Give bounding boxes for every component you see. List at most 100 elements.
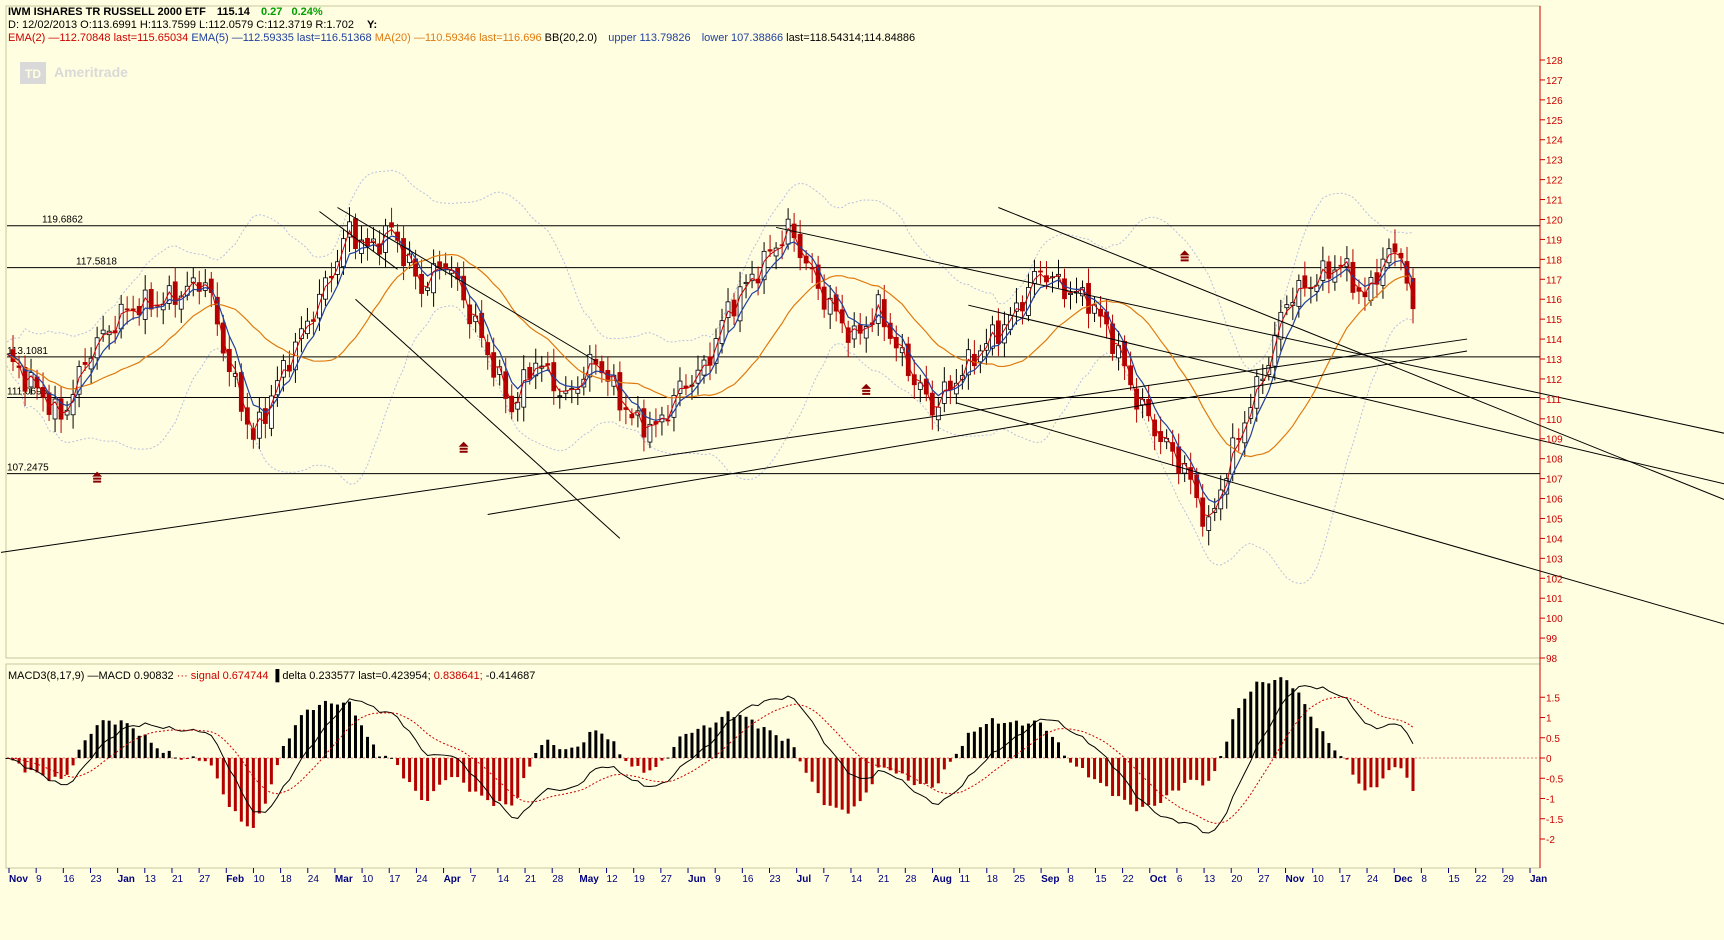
candle-body [491, 352, 497, 378]
date-tick-label: 9 [36, 874, 42, 885]
date-tick-label: Jan [118, 874, 135, 885]
price-tick-label: 106 [1546, 495, 1563, 506]
macd-histogram-bar [798, 758, 802, 762]
candle-body [256, 411, 262, 439]
macd-histogram-bar [630, 758, 634, 767]
macd-histogram-bar [852, 758, 856, 807]
macd-histogram-bar [732, 717, 736, 758]
candle-body [431, 263, 437, 294]
macd-histogram-bar [71, 758, 75, 766]
candle-body [887, 322, 893, 339]
macd-histogram-bar [95, 725, 99, 758]
macd-histogram-bar [1219, 756, 1223, 758]
macd-histogram-bar [960, 745, 964, 758]
date-tick-label: May [579, 874, 599, 885]
macd-histogram-bar [1351, 758, 1355, 775]
macd-histogram-bar [384, 755, 388, 758]
candle-body [545, 363, 551, 366]
date-tick-label: 21 [525, 874, 537, 885]
macd-histogram-bar [323, 700, 327, 758]
macd-histogram-bar [1183, 758, 1187, 783]
macd-tick-label: -1 [1546, 795, 1555, 806]
macd-histogram-bar [1393, 758, 1397, 768]
candle-body [280, 360, 286, 378]
candle-body [671, 395, 677, 418]
ema2-line [6, 227, 1414, 517]
macd-histogram-bar [1207, 758, 1211, 781]
candle-body [389, 222, 394, 228]
candle-body [647, 423, 653, 443]
event-marker-icon [1179, 250, 1190, 262]
candle-body [100, 329, 106, 335]
macd-last-red: 0.838641; [434, 670, 483, 682]
macd-tick-label: 1.5 [1546, 693, 1560, 704]
date-tick-label: 10 [362, 874, 374, 885]
date-tick-label: Feb [226, 874, 244, 885]
macd-histogram-bar [558, 749, 562, 758]
candle-body [485, 342, 491, 356]
price-tick-label: 107 [1546, 475, 1563, 486]
macd-histogram-bar [420, 758, 424, 800]
date-tick-label: 24 [1367, 874, 1379, 885]
price-tick-label: 104 [1546, 534, 1563, 545]
macd-histogram-bar [221, 758, 225, 795]
macd-histogram-bar [137, 735, 141, 758]
date-tick-label: Dec [1394, 874, 1413, 885]
price-tick-label: 122 [1546, 176, 1563, 187]
price-tick-label: 101 [1546, 594, 1563, 605]
macd-histogram-bar [209, 758, 213, 766]
candle-body [124, 308, 130, 311]
macd-histogram-bar [432, 758, 436, 792]
price-tick-label: 98 [1546, 654, 1558, 665]
macd-histogram-bar [774, 735, 778, 758]
macd-histogram-bar [1135, 758, 1139, 812]
macd-histogram-bar [1117, 758, 1121, 797]
date-tick-label: 7 [471, 874, 477, 885]
candle-body [863, 326, 869, 339]
macd-histogram-bar [894, 758, 898, 774]
candle-body [701, 359, 707, 376]
macd-histogram-bar [936, 758, 940, 784]
macd-histogram-bar [990, 718, 994, 758]
macd-histogram-bar [744, 716, 748, 758]
candle-body [52, 398, 58, 420]
macd-histogram-bar [792, 747, 796, 758]
macd-histogram-bar [335, 704, 339, 758]
date-tick-label: 17 [389, 874, 401, 885]
delta-readout: ▐ delta 0.233577 last=0.423954; [272, 668, 431, 683]
macd-histogram-bar [1002, 723, 1006, 758]
macd-histogram-bar [353, 715, 357, 758]
macd-histogram-bar [510, 758, 514, 806]
date-tick-label: 13 [145, 874, 157, 885]
macd-readout: MACD3(8,17,9) —MACD 0.90832 [8, 670, 174, 682]
macd-histogram-bar [1213, 758, 1217, 772]
date-tick-label: 29 [1503, 874, 1515, 885]
macd-histogram-bar [720, 716, 724, 758]
macd-histogram-bar [1044, 730, 1048, 758]
macd-histogram-bar [438, 758, 442, 785]
macd-histogram-bar [1249, 691, 1253, 758]
macd-histogram-bar [1285, 680, 1289, 758]
candle-body [743, 281, 749, 285]
price-tick-label: 127 [1546, 76, 1563, 87]
candle-body [1086, 283, 1091, 314]
candle-body [70, 394, 76, 416]
macd-histogram-bar [317, 704, 321, 758]
candle-body [425, 287, 430, 291]
candle-body [202, 282, 208, 291]
candle-body [737, 286, 743, 322]
price-tick-label: 128 [1546, 56, 1563, 67]
candle-body [136, 305, 142, 316]
macd-histogram-bar [65, 758, 69, 775]
bb-lower-readout: lower 107.38866 [702, 32, 783, 44]
macd-histogram-bar [1387, 758, 1391, 771]
macd-histogram-bar [642, 758, 646, 773]
macd-histogram-bar [257, 758, 261, 814]
macd-histogram-bar [864, 758, 868, 793]
macd-histogram-bar [564, 749, 568, 758]
candle-body [76, 366, 82, 395]
date-tick-label: Jan [1530, 874, 1547, 885]
candle-body [178, 295, 184, 310]
watermark-text: Ameritrade [54, 64, 128, 80]
macd-histogram-bar [540, 745, 544, 758]
